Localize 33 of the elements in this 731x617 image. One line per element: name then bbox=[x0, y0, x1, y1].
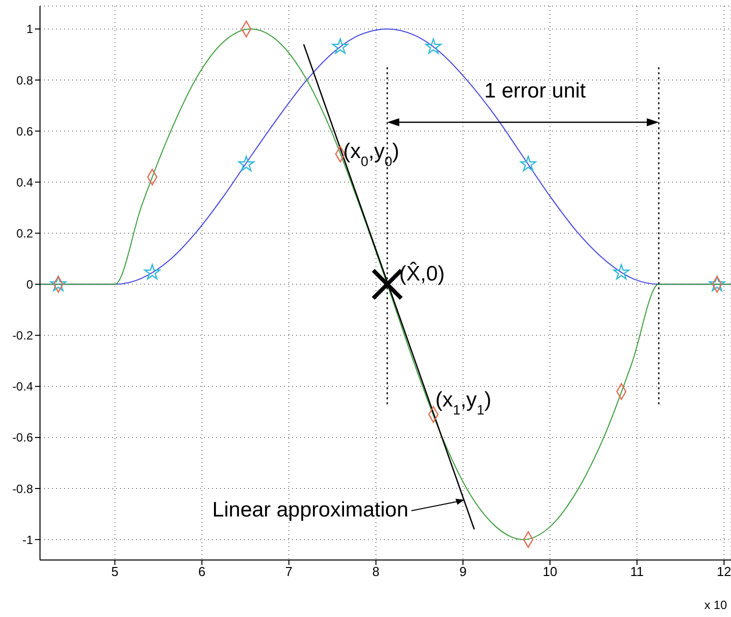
annotation: 1 error unit bbox=[484, 79, 586, 102]
point bbox=[520, 156, 536, 172]
annotation: Linear approximation bbox=[212, 498, 408, 522]
x-tick-label: 9 bbox=[459, 564, 467, 580]
x-tick-label: 10 bbox=[542, 564, 558, 580]
y-tick-label: 0 bbox=[26, 278, 34, 292]
y-tick-label: 0.2 bbox=[16, 226, 34, 240]
x-tick-label: 12 bbox=[716, 564, 731, 580]
y-tick-label: -0.8 bbox=[12, 482, 34, 496]
text: x 10 bbox=[704, 598, 727, 612]
y-tick-label: -0.6 bbox=[12, 430, 34, 445]
x-tick-label: 6 bbox=[198, 564, 206, 580]
y-tick-label: 1 bbox=[26, 22, 34, 36]
point bbox=[708, 276, 726, 292]
x-tick-label: 8 bbox=[372, 564, 380, 580]
point bbox=[144, 264, 160, 280]
point bbox=[332, 38, 348, 54]
x-tick-label: 5 bbox=[111, 564, 118, 580]
y-tick-label: -0.4 bbox=[12, 380, 34, 394]
x-tick-label: 11 bbox=[630, 564, 644, 580]
point bbox=[425, 38, 442, 54]
point bbox=[50, 276, 66, 292]
point bbox=[613, 264, 630, 280]
point bbox=[238, 156, 254, 172]
y-tick-label: 0.6 bbox=[16, 124, 34, 138]
annotation: (x$_{0}$,y$_{0}$) bbox=[343, 140, 400, 169]
x-tick-label: 7 bbox=[285, 564, 293, 580]
y-tick-label: 0.4 bbox=[16, 175, 34, 190]
annotation: (x$_{1}$,y$_{1}$) bbox=[435, 388, 492, 417]
y-tick-label: -1 bbox=[22, 532, 34, 547]
annotation: (X̂,0) bbox=[399, 260, 445, 286]
y-tick-label: 0.8 bbox=[16, 73, 34, 88]
y-tick-label: -0.2 bbox=[12, 328, 34, 343]
